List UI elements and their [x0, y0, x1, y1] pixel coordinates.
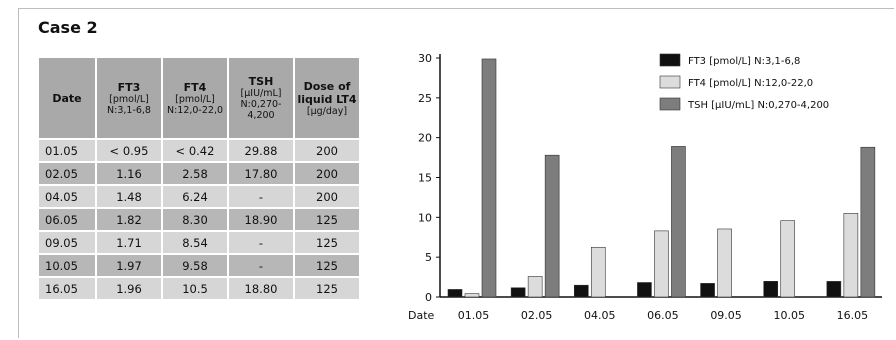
- figure-frame: [18, 8, 894, 338]
- header-date: Date: [37, 56, 97, 140]
- bar-ft4: [654, 230, 669, 298]
- legend-label-ft3: FT3 [pmol/L] N:3,1-6,8: [688, 56, 800, 67]
- y-tick-label: 15: [418, 172, 432, 185]
- x-tick-label: 01.05: [458, 309, 490, 322]
- cell-date: 01.05: [37, 138, 97, 163]
- cell-ft3: 1.71: [95, 230, 163, 255]
- bar-ft3: [637, 282, 652, 298]
- cell-tsh: -: [227, 184, 295, 209]
- x-tick-label: 09.05: [710, 309, 742, 322]
- table-row: 02.05 1.16 2.58 17.80 200: [37, 161, 361, 186]
- y-tick-label: 10: [418, 211, 432, 224]
- bar-ft4: [527, 276, 543, 298]
- legend-swatch-ft3: [659, 53, 681, 67]
- legend-swatch-ft4: [659, 75, 681, 89]
- cell-date: 02.05: [37, 161, 97, 186]
- bar-ft3: [573, 284, 589, 298]
- cell-ft4: < 0.42: [161, 138, 229, 163]
- y-tick-label: 0: [425, 291, 432, 304]
- cell-dose: 200: [293, 184, 361, 209]
- cell-tsh: -: [227, 230, 295, 255]
- bar-ft3: [447, 289, 463, 298]
- hormone-bar-chart: 0 5 10 15 20 25 30 01.05 02.05 04.05 06.05 09.05 10.…: [408, 52, 882, 322]
- bar-tsh: [544, 154, 560, 298]
- header-tsh: TSH [μIU/mL] N:0,270-4,200: [227, 56, 295, 140]
- cell-dose: 125: [293, 207, 361, 232]
- header-ft4: FT4 [pmol/L] N:12,0-22,0: [161, 56, 229, 140]
- bar-ft3: [763, 281, 779, 298]
- bar-tsh: [860, 146, 876, 298]
- bar-ft4: [780, 220, 796, 298]
- cell-date: 10.05: [37, 253, 97, 278]
- bar-ft3: [700, 283, 715, 298]
- cell-ft3: 1.16: [95, 161, 163, 186]
- cell-tsh: -: [227, 253, 295, 278]
- lab-values-table: Date FT3 [pmol/L] N:3,1-6,8 FT4 [pmol/L] N…: [37, 56, 361, 301]
- cell-tsh: 18.80: [227, 276, 295, 301]
- bar-ft4: [590, 246, 606, 298]
- cell-dose: 125: [293, 253, 361, 278]
- legend-label-tsh: TSH [μIU/mL] N:0,270-4,200: [687, 100, 829, 111]
- bar-ft4: [464, 293, 480, 298]
- x-tick-label: 16.05: [837, 309, 869, 322]
- header-ft3: FT3 [pmol/L] N:3,1-6,8: [95, 56, 163, 140]
- cell-date: 09.05: [37, 230, 97, 255]
- bar-ft4: [717, 228, 732, 298]
- cell-tsh: 29.88: [227, 138, 295, 163]
- x-tick-label: 04.05: [584, 309, 616, 322]
- cell-ft3: 1.82: [95, 207, 163, 232]
- table-row: 10.05 1.97 9.58-125: [37, 253, 361, 278]
- cell-ft3: 1.96: [95, 276, 163, 301]
- cell-date: 06.05: [37, 207, 97, 232]
- cell-dose: 200: [293, 161, 361, 186]
- table-row: 04.05 1.48 6.24-200: [37, 184, 361, 209]
- legend-label-ft4: FT4 [pmol/L] N:12,0-22,0: [688, 78, 813, 89]
- legend-swatch-tsh: [659, 97, 681, 111]
- cell-dose: 125: [293, 230, 361, 255]
- bar-ft4: [843, 213, 859, 298]
- bar-tsh: [481, 58, 497, 298]
- cell-dose: 125: [293, 276, 361, 301]
- cell-ft3: 1.48: [95, 184, 163, 209]
- table-row: 16.05 1.96 10.5 18.80 125: [37, 276, 361, 301]
- cell-ft4: 9.58: [161, 253, 229, 278]
- cell-ft3: < 0.95: [95, 138, 163, 163]
- cell-ft3: 1.97: [95, 253, 163, 278]
- x-tick-label: 06.05: [647, 309, 679, 322]
- bar-ft3: [510, 287, 526, 298]
- table-row: 01.05 < 0.95 < 0.42 29.88 200: [37, 138, 361, 163]
- cell-dose: 200: [293, 138, 361, 163]
- header-dose: Dose of liquid LT4 [μg/day]: [293, 56, 361, 140]
- cell-tsh: 18.90: [227, 207, 295, 232]
- table-row: 09.05 1.71 8.54-125: [37, 230, 361, 255]
- cell-date: 04.05: [37, 184, 97, 209]
- table-row: 06.05 1.82 8.30 18.90 125: [37, 207, 361, 232]
- bar-ft3: [826, 281, 842, 298]
- x-axis-label: Date: [408, 309, 435, 322]
- bar-tsh: [671, 146, 686, 298]
- cell-ft4: 2.58: [161, 161, 229, 186]
- cell-ft4: 8.54: [161, 230, 229, 255]
- cell-ft4: 6.24: [161, 184, 229, 209]
- y-tick-label: 30: [418, 52, 432, 65]
- y-tick-label: 5: [425, 251, 432, 264]
- cell-tsh: 17.80: [227, 161, 295, 186]
- cell-ft4: 8.30: [161, 207, 229, 232]
- table-header-row: Date FT3 [pmol/L] N:3,1-6,8 FT4 [pmol/L] N…: [37, 56, 361, 140]
- cell-date: 16.05: [37, 276, 97, 301]
- x-tick-label: 10.05: [773, 309, 805, 322]
- y-tick-label: 25: [418, 92, 432, 105]
- y-tick-label: 20: [418, 132, 432, 145]
- case-title: Case 2: [38, 18, 98, 37]
- cell-ft4: 10.5: [161, 276, 229, 301]
- x-tick-label: 02.05: [521, 309, 553, 322]
